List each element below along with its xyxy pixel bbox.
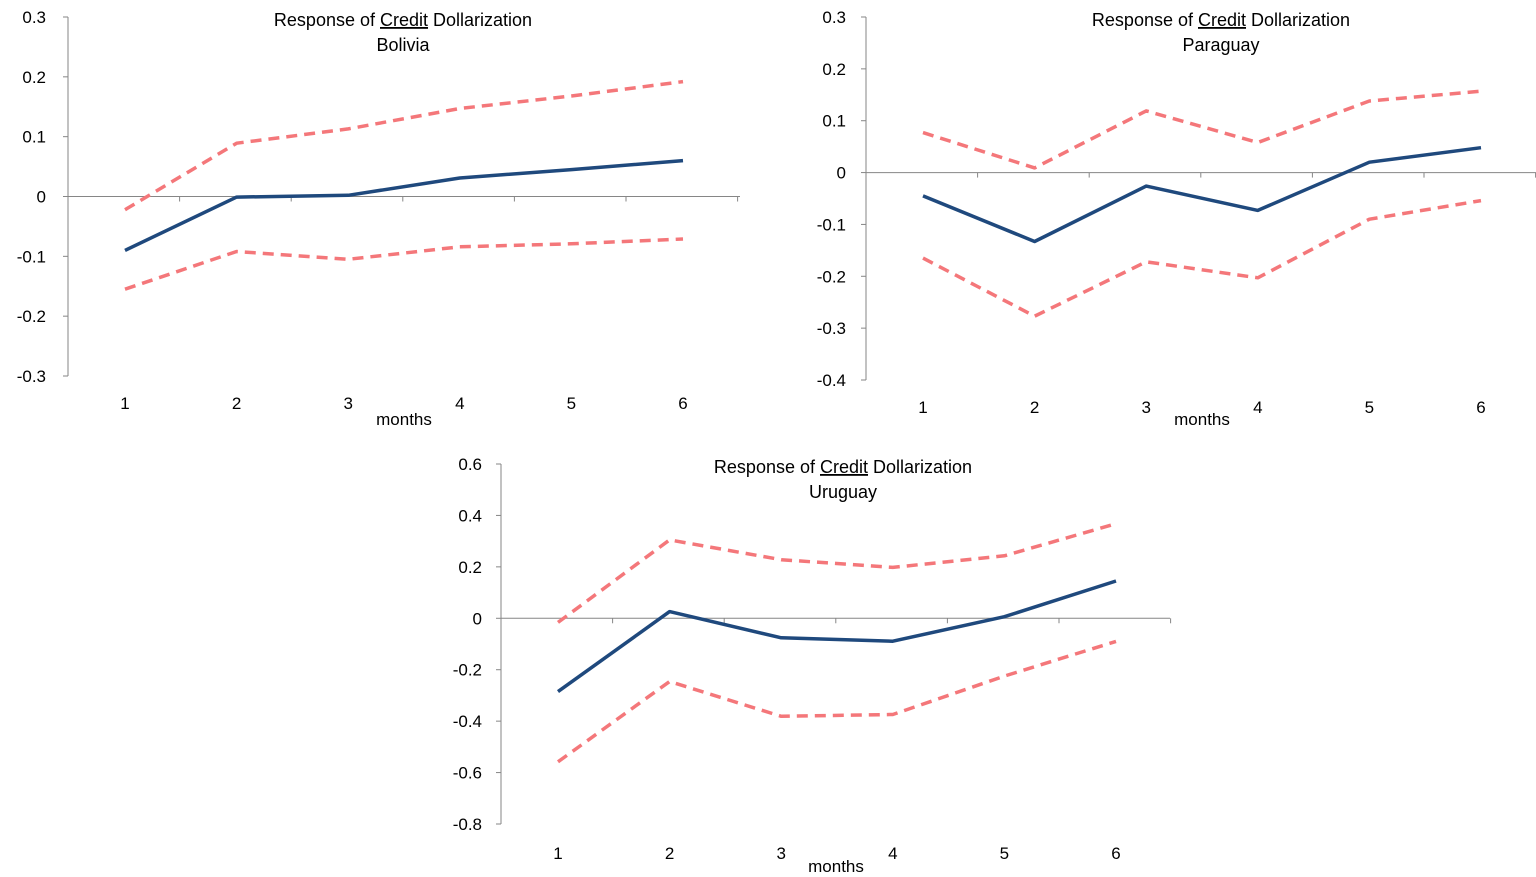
series-line-response bbox=[922, 145, 1482, 244]
x-axis-title: months bbox=[376, 410, 432, 429]
y-tick-label: 0 bbox=[837, 164, 846, 183]
y-tick-label: -0.4 bbox=[453, 712, 482, 731]
series-line-upper bbox=[556, 522, 1117, 624]
y-tick-label: 0.2 bbox=[822, 60, 846, 79]
chart-title: Response of Credit Dollarization bbox=[274, 10, 532, 30]
y-tick-label: -0.2 bbox=[453, 661, 482, 680]
y-tick-label: 0.3 bbox=[22, 8, 46, 27]
x-tick-label: 6 bbox=[678, 394, 687, 413]
chart-panel-bolivia: -0.3 -0.2 -0.1 0 0.1 0.2 0.3 1 2 3 4 5 6 months Respon… bbox=[17, 8, 740, 429]
y-tick-label: 0.1 bbox=[822, 112, 846, 131]
chart-title-emphasis: Credit bbox=[380, 10, 428, 30]
y-tick-label: 0.6 bbox=[458, 455, 482, 474]
chart-title-emphasis: Credit bbox=[820, 457, 868, 477]
y-tick-label: -0.8 bbox=[453, 815, 482, 834]
chart-title-prefix: Response of bbox=[714, 457, 820, 477]
x-tick-label: 4 bbox=[455, 394, 464, 413]
series-line-lower bbox=[556, 639, 1117, 764]
y-tick-label: 0.3 bbox=[822, 8, 846, 27]
y-tick-label: 0.2 bbox=[22, 68, 46, 87]
y-tick-label: -0.1 bbox=[17, 247, 46, 266]
chart-subtitle: Uruguay bbox=[809, 482, 877, 502]
x-tick-label: 1 bbox=[120, 394, 129, 413]
x-tick-label: 6 bbox=[1476, 398, 1485, 417]
x-tick-label: 5 bbox=[1000, 844, 1009, 863]
x-tick-label: 1 bbox=[918, 398, 927, 417]
x-tick-label: 6 bbox=[1111, 844, 1120, 863]
chart-title-prefix: Response of bbox=[274, 10, 380, 30]
chart-title-prefix: Response of bbox=[1092, 10, 1198, 30]
chart-title-suffix: Dollarization bbox=[868, 457, 972, 477]
y-tick-label: -0.2 bbox=[17, 307, 46, 326]
chart-subtitle: Paraguay bbox=[1182, 35, 1259, 55]
x-axis-title: months bbox=[1174, 410, 1230, 429]
chart-title-suffix: Dollarization bbox=[428, 10, 532, 30]
series-line-lower bbox=[124, 237, 684, 291]
series-line-response bbox=[124, 158, 684, 252]
y-tick-label: -0.3 bbox=[817, 319, 846, 338]
x-tick-label: 4 bbox=[888, 844, 897, 863]
y-tick-label: 0.1 bbox=[22, 128, 46, 147]
x-tick-label: 3 bbox=[776, 844, 785, 863]
x-tick-label: 2 bbox=[1030, 398, 1039, 417]
y-tick-label: 0 bbox=[473, 609, 482, 628]
series-line-response bbox=[556, 579, 1117, 694]
chart-panel-paraguay: -0.4 -0.3 -0.2 -0.1 0 0.1 0.2 0.3 1 2 3 4 5 6 months Re… bbox=[817, 8, 1536, 429]
chart-title: Response of Credit Dollarization bbox=[1092, 10, 1350, 30]
x-tick-label: 5 bbox=[567, 394, 576, 413]
y-tick-label: -0.1 bbox=[817, 215, 846, 234]
x-tick-label: 3 bbox=[343, 394, 352, 413]
chart-subtitle: Bolivia bbox=[376, 35, 430, 55]
x-tick-label: 3 bbox=[1141, 398, 1150, 417]
y-tick-label: 0.4 bbox=[458, 506, 482, 525]
series-line-lower bbox=[922, 198, 1482, 318]
x-tick-label: 4 bbox=[1253, 398, 1262, 417]
chart-panel-uruguay: -0.8 -0.6 -0.4 -0.2 0 0.2 0.4 0.6 1 2 3 4 5 6 months Re… bbox=[453, 455, 1172, 876]
chart-title-emphasis: Credit bbox=[1198, 10, 1246, 30]
x-tick-label: 5 bbox=[1365, 398, 1374, 417]
y-tick-label: 0 bbox=[37, 188, 46, 207]
x-axis-title: months bbox=[808, 857, 864, 876]
y-tick-label: -0.2 bbox=[817, 267, 846, 286]
x-tick-label: 1 bbox=[553, 844, 562, 863]
y-tick-label: 0.2 bbox=[458, 558, 482, 577]
series-line-upper bbox=[124, 79, 684, 212]
chart-title: Response of Credit Dollarization bbox=[714, 457, 972, 477]
x-tick-label: 2 bbox=[665, 844, 674, 863]
series-line-upper bbox=[922, 89, 1482, 170]
chart-title-suffix: Dollarization bbox=[1246, 10, 1350, 30]
y-tick-label: -0.4 bbox=[817, 371, 846, 390]
x-tick-label: 2 bbox=[232, 394, 241, 413]
y-tick-label: -0.3 bbox=[17, 367, 46, 386]
y-tick-label: -0.6 bbox=[453, 764, 482, 783]
